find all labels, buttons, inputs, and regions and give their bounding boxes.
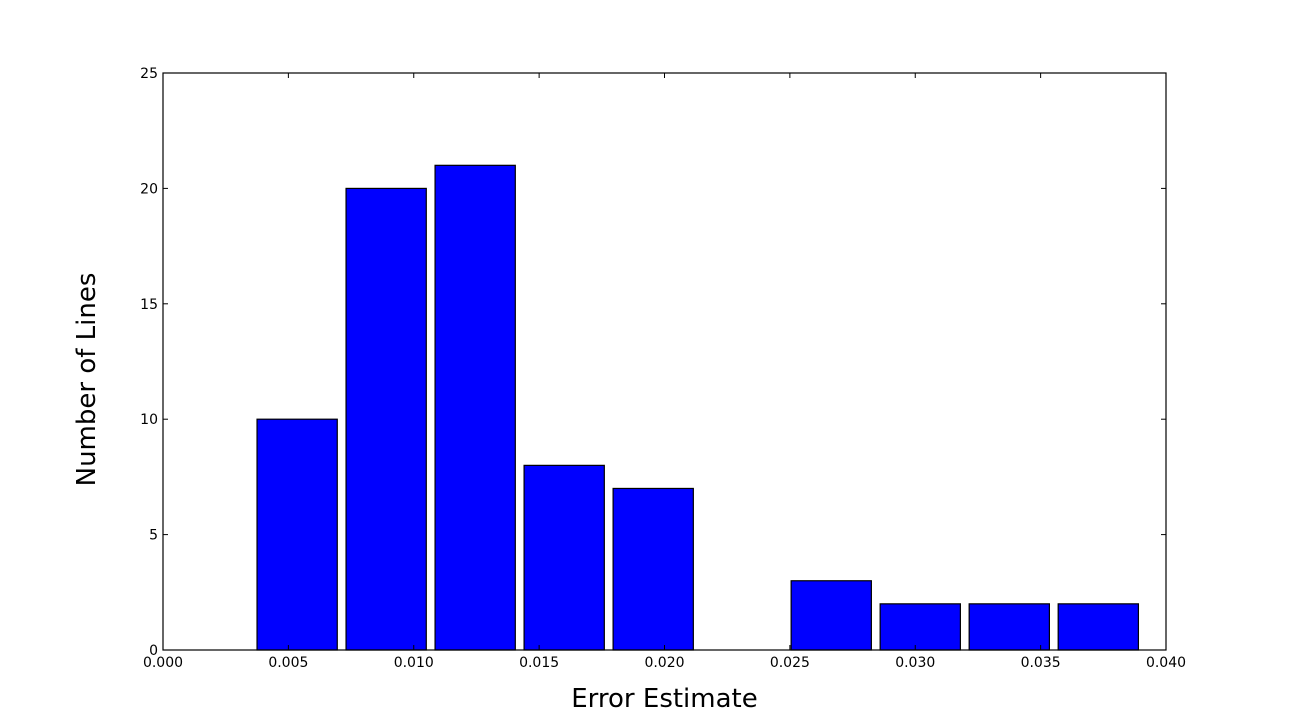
x-axis-label: Error Estimate	[571, 684, 757, 714]
x-tick-label-6: 0.030	[895, 655, 935, 671]
bar-6	[879, 603, 961, 651]
x-tick-label-4: 0.020	[644, 655, 684, 671]
x-tick-label-3: 0.015	[519, 655, 559, 671]
y-tick-label-0: 0	[149, 643, 158, 659]
x-tick-label-1: 0.005	[268, 655, 308, 671]
y-tick-label-1: 5	[149, 528, 158, 544]
y-axis-label: Number of Lines	[72, 273, 102, 487]
bar-4	[612, 487, 694, 651]
bar-1	[345, 187, 427, 651]
bar-8	[1057, 603, 1140, 651]
ticks-group: 0.000 0.005 0.010 0.015 0.020 0.025 0.030 0.035…	[140, 66, 1186, 671]
y-tick-label-3: 15	[140, 297, 158, 313]
y-tick-label-2: 10	[140, 412, 158, 428]
bar-7	[968, 603, 1051, 651]
bar-5	[790, 580, 872, 651]
y-tick-label-5: 25	[140, 66, 158, 82]
bar-3	[523, 464, 605, 651]
bar-2	[434, 164, 516, 651]
x-tick-label-0: 0.000	[143, 655, 183, 671]
x-tick-label-7: 0.035	[1021, 655, 1061, 671]
x-tick-label-2: 0.010	[394, 655, 434, 671]
x-tick-label-8: 0.040	[1146, 655, 1186, 671]
y-tick-label-4: 20	[140, 181, 158, 197]
x-tick-label-5: 0.025	[770, 655, 810, 671]
bars-group	[256, 164, 1140, 651]
bar-0	[256, 418, 338, 651]
